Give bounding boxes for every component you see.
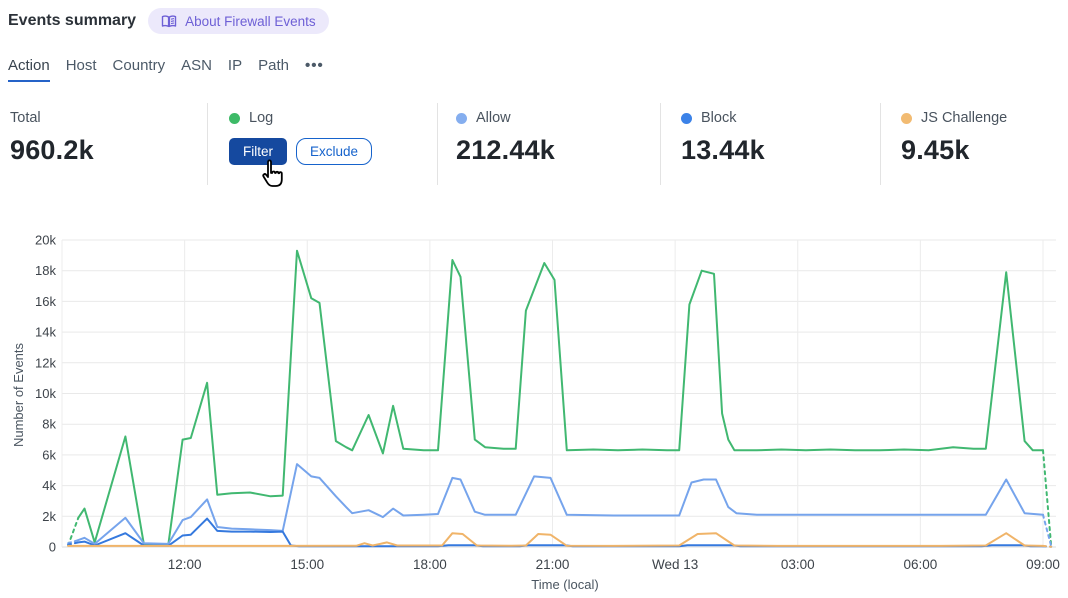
x-tick-label: 09:00 — [1026, 557, 1060, 572]
about-badge-label: About Firewall Events — [185, 13, 316, 29]
page-title: Events summary — [8, 12, 137, 29]
tab-bar: Action Host Country ASN IP Path ••• — [8, 57, 324, 82]
about-firewall-events-badge[interactable]: About Firewall Events — [148, 8, 329, 34]
stat-total-label: Total — [10, 110, 41, 126]
series-allow-dashed-start — [67, 539, 80, 545]
tab-ip[interactable]: IP — [227, 57, 243, 74]
series-js-challenge-line — [67, 532, 1044, 547]
series-log-line — [77, 249, 1044, 546]
exclude-button[interactable]: Exclude — [296, 138, 373, 165]
y-tick-label: 2k — [42, 509, 56, 524]
series-log-dashed-end — [1042, 449, 1053, 548]
y-tick-label: 20k — [35, 233, 56, 248]
tab-asn[interactable]: ASN — [181, 57, 212, 74]
stat-block-value: 13.44k — [681, 135, 765, 165]
stat-log-label: Log — [249, 110, 274, 126]
stat-card-log[interactable]: Log Filter Exclude — [207, 103, 437, 185]
x-tick-label: 18:00 — [413, 557, 447, 572]
stat-block-label: Block — [701, 110, 737, 126]
stat-card-js-challenge[interactable]: JS Challenge 9.45k — [880, 103, 1058, 185]
header: Events summary About Firewall Events — [8, 8, 329, 34]
tab-country[interactable]: Country — [112, 57, 166, 74]
x-tick-label: Wed 13 — [652, 557, 698, 572]
stat-card-block[interactable]: Block 13.44k — [660, 103, 880, 185]
y-tick-label: 14k — [35, 325, 56, 340]
x-tick-label: 12:00 — [168, 557, 202, 572]
stat-total-value: 960.2k — [10, 135, 94, 165]
book-icon — [161, 14, 177, 29]
y-tick-label: 18k — [35, 263, 56, 278]
y-axis-label: Number of Events — [11, 342, 26, 448]
y-tick-label: 16k — [35, 294, 56, 309]
stats-row: Total 960.2k Log Filter Exclude Allow 21… — [10, 103, 1060, 185]
tab-action[interactable]: Action — [8, 57, 50, 82]
y-tick-label: 6k — [42, 447, 56, 462]
x-tick-label: 21:00 — [536, 557, 570, 572]
x-tick-label: 15:00 — [290, 557, 324, 572]
y-tick-label: 4k — [42, 478, 56, 493]
stat-card-total[interactable]: Total 960.2k — [10, 103, 207, 185]
x-tick-label: 06:00 — [903, 557, 937, 572]
log-legend-dot — [229, 112, 240, 124]
series-allow-dashed-end — [1042, 513, 1053, 548]
allow-legend-dot — [456, 112, 467, 124]
stat-allow-value: 212.44k — [456, 135, 555, 165]
series-js-challenge-dashed-end — [1042, 544, 1053, 548]
y-tick-label: 0 — [49, 540, 56, 555]
y-tick-label: 10k — [35, 386, 56, 401]
y-tick-label: 12k — [35, 355, 56, 370]
tab-host[interactable]: Host — [65, 57, 97, 74]
x-tick-label: 03:00 — [781, 557, 815, 572]
stat-js-challenge-label: JS Challenge — [921, 110, 1008, 126]
series-allow-line — [77, 463, 1044, 545]
block-legend-dot — [681, 112, 692, 124]
x-axis-label: Time (local) — [531, 577, 599, 592]
stat-allow-label: Allow — [476, 110, 511, 126]
stat-card-allow[interactable]: Allow 212.44k — [437, 103, 660, 185]
stat-js-challenge-value: 9.45k — [901, 135, 970, 165]
tabs-more-button[interactable]: ••• — [304, 57, 324, 74]
series-block-dashed-start — [67, 541, 80, 546]
y-tick-label: 8k — [42, 417, 56, 432]
series-log-dashed-start — [67, 516, 80, 547]
tab-path[interactable]: Path — [258, 57, 289, 74]
js-challenge-legend-dot — [901, 112, 912, 124]
